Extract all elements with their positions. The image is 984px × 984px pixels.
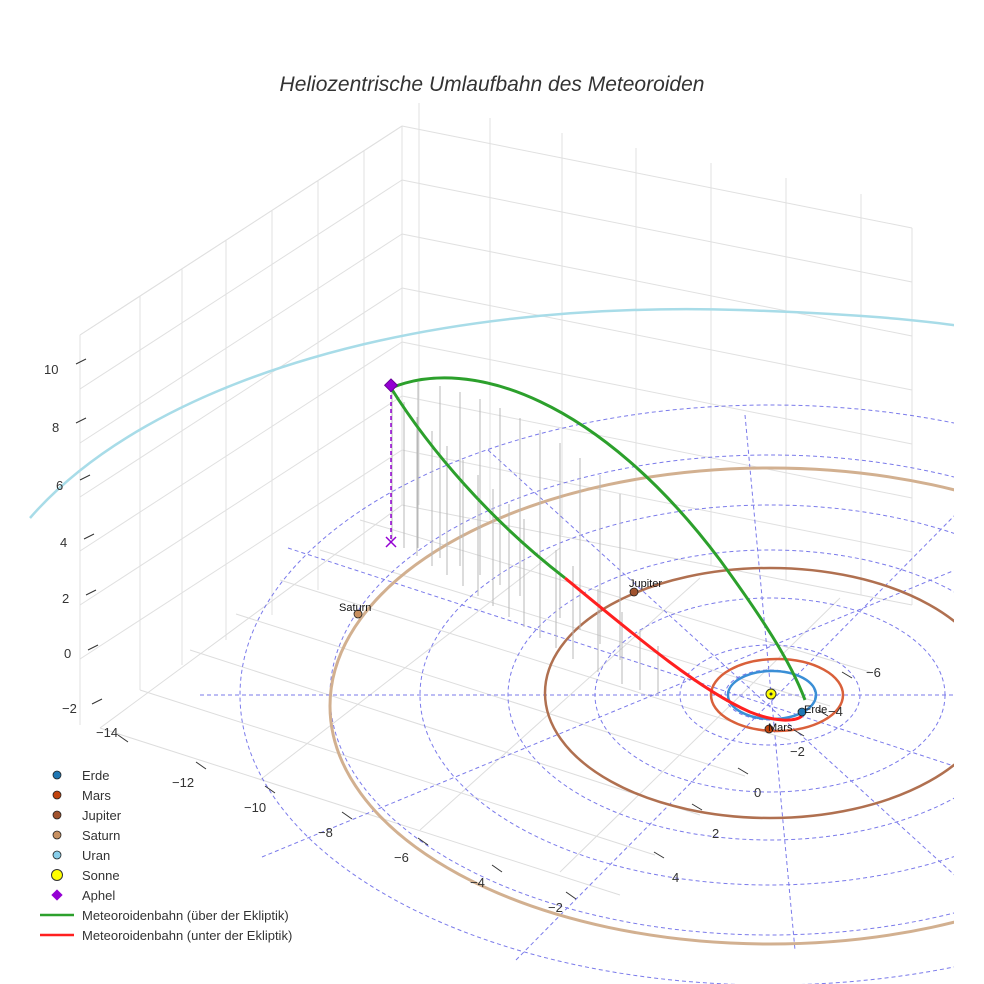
legend-label: Meteoroidenbahn (über der Ekliptik) bbox=[82, 907, 289, 923]
saturn-label: Saturn bbox=[339, 602, 371, 614]
z-tick-label: 4 bbox=[60, 535, 67, 550]
mars-marker[interactable] bbox=[764, 724, 774, 734]
z-axis: 10 8 6 4 2 0 −2 bbox=[44, 358, 103, 716]
x-tick-label: −2 bbox=[790, 744, 805, 759]
legend-label: Sonne bbox=[82, 867, 120, 883]
x-tick-label: −4 bbox=[828, 704, 843, 719]
legend-item-aphel[interactable]: Aphel bbox=[40, 885, 292, 905]
legend-label: Aphel bbox=[82, 887, 116, 903]
z-tick-label: 2 bbox=[62, 591, 69, 606]
saturn-orbit bbox=[328, 466, 954, 946]
legend-item-erde[interactable]: Erde bbox=[40, 765, 292, 785]
legend-line-icon bbox=[40, 905, 74, 925]
z-tick-label: 0 bbox=[64, 646, 71, 661]
x-tick-label: 0 bbox=[754, 785, 761, 800]
x-tick-label: 4 bbox=[672, 870, 679, 885]
mars-orbit bbox=[709, 657, 845, 733]
legend: Erde Mars Jupiter Saturn Uran Sonne Aphe… bbox=[40, 765, 292, 945]
legend-item-jupiter[interactable]: Jupiter bbox=[40, 805, 292, 825]
z-tick-label: 10 bbox=[44, 362, 58, 377]
x-axis: −6 −4 −2 0 2 4 bbox=[653, 665, 881, 885]
legend-dot-icon bbox=[40, 785, 74, 805]
z-tick-label: 8 bbox=[52, 420, 59, 435]
meteoroid-orbit-below bbox=[564, 576, 803, 722]
jupiter-orbit bbox=[543, 566, 954, 820]
legend-line-icon bbox=[40, 925, 74, 945]
aphel-projection-marker bbox=[385, 536, 397, 548]
x-tick-label: 2 bbox=[712, 826, 719, 841]
y-tick-label: −14 bbox=[96, 725, 118, 740]
legend-sun-icon bbox=[40, 865, 74, 885]
y-axis: −14 −12 −10 −8 −6 −4 −2 bbox=[96, 725, 577, 915]
y-tick-label: −8 bbox=[318, 825, 333, 840]
legend-label: Erde bbox=[82, 767, 110, 783]
legend-label: Saturn bbox=[82, 827, 121, 843]
legend-label: Uran bbox=[82, 847, 111, 863]
aphel-marker[interactable] bbox=[383, 378, 399, 393]
saturn-marker[interactable] bbox=[353, 609, 363, 619]
legend-item-saturn[interactable]: Saturn bbox=[40, 825, 292, 845]
legend-label: Jupiter bbox=[82, 807, 122, 823]
legend-diamond-icon bbox=[40, 885, 74, 905]
y-tick-label: −12 bbox=[172, 775, 194, 790]
chart-title: Heliozentrische Umlaufbahn des Meteoroid… bbox=[279, 73, 705, 96]
sun-center bbox=[769, 692, 773, 696]
legend-item-mars[interactable]: Mars bbox=[40, 785, 292, 805]
x-tick-label: −6 bbox=[866, 665, 881, 680]
legend-dot-icon bbox=[40, 765, 74, 785]
jupiter-label: Jupiter bbox=[629, 578, 662, 590]
meteoroid-orbit-above-2 bbox=[389, 387, 566, 580]
meteoroid-orbit-above bbox=[390, 376, 807, 701]
y-tick-label: −6 bbox=[394, 850, 409, 865]
mars-label: Mars bbox=[768, 722, 793, 734]
y-tick-label: −10 bbox=[244, 800, 266, 815]
legend-dot-icon bbox=[40, 825, 74, 845]
uranus-orbit bbox=[29, 307, 954, 519]
legend-item-meteoroid-above[interactable]: Meteoroidenbahn (über der Ekliptik) bbox=[40, 905, 292, 925]
legend-dot-icon bbox=[40, 805, 74, 825]
legend-item-meteoroid-below[interactable]: Meteoroidenbahn (unter der Ekliptik) bbox=[40, 925, 292, 945]
y-tick-label: −4 bbox=[470, 875, 485, 890]
earth-label: Erde bbox=[804, 704, 827, 716]
legend-dot-icon bbox=[40, 845, 74, 865]
legend-label: Meteoroidenbahn (unter der Ekliptik) bbox=[82, 927, 293, 943]
earth-marker[interactable] bbox=[797, 707, 807, 717]
back-wall-grid bbox=[79, 103, 913, 725]
y-tick-label: −2 bbox=[548, 900, 563, 915]
legend-label: Mars bbox=[82, 787, 111, 803]
z-tick-label: 6 bbox=[56, 478, 63, 493]
legend-item-uran[interactable]: Uran bbox=[40, 845, 292, 865]
jupiter-marker[interactable] bbox=[629, 587, 639, 597]
z-tick-label: −2 bbox=[62, 701, 77, 716]
legend-item-sonne[interactable]: Sonne bbox=[40, 865, 292, 885]
